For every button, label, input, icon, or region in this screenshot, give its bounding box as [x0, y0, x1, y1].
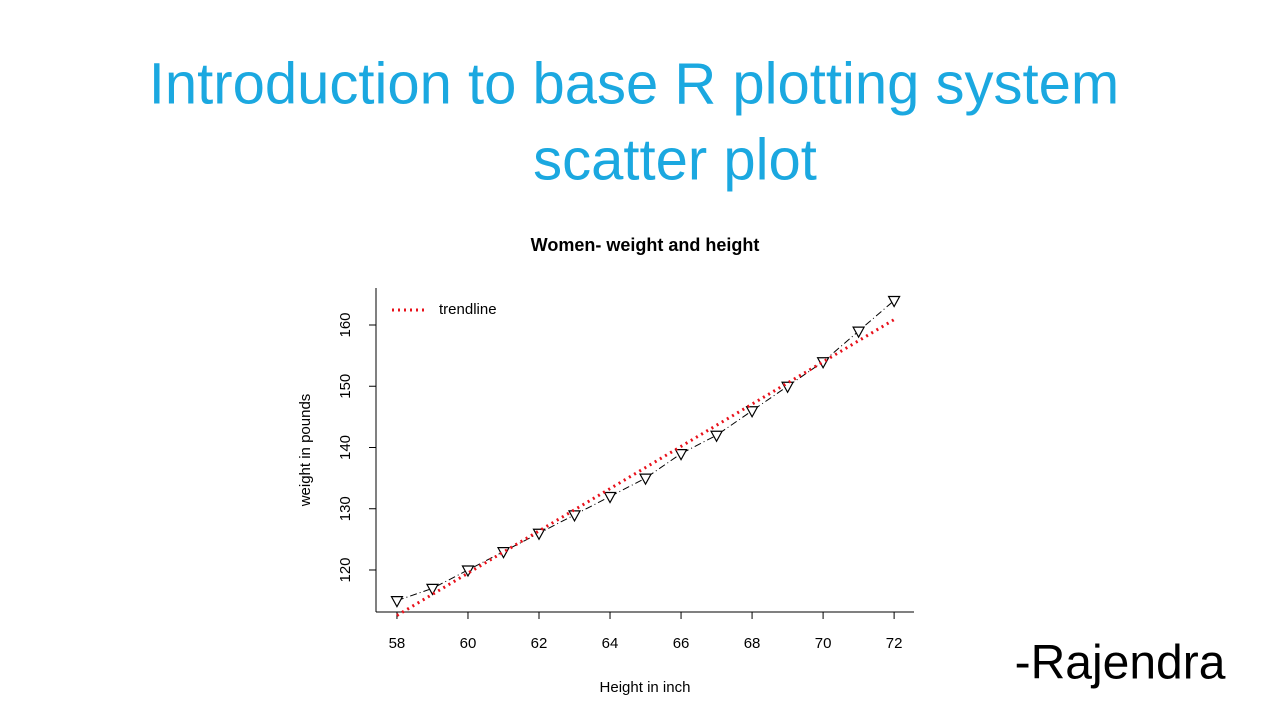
point	[461, 565, 475, 578]
point	[567, 510, 582, 523]
y-tick-label: 150	[337, 374, 354, 399]
trendline	[396, 318, 895, 617]
point	[603, 491, 617, 504]
point	[639, 473, 653, 486]
y-axis-label: weight in pounds	[297, 394, 314, 508]
y-tick-label: 130	[337, 496, 354, 521]
x-tick-label: 62	[531, 635, 548, 652]
y-tick-label: 120	[337, 557, 354, 582]
x-tick-label: 70	[815, 635, 832, 652]
x-axis-label: Height in inch	[600, 679, 691, 696]
chart-title: Women- weight and height	[531, 235, 760, 255]
slide-title: Introduction to base R plotting system	[149, 51, 1119, 116]
x-tick-label: 60	[460, 635, 477, 652]
y-tick-label: 160	[337, 312, 354, 337]
x-tick-label: 66	[673, 635, 690, 652]
x-tick-label: 58	[389, 635, 406, 652]
point	[390, 596, 404, 608]
author: -Rajendra	[1015, 637, 1226, 690]
point	[532, 528, 546, 541]
slide-title: scatter plot	[533, 127, 817, 192]
y-tick-label: 140	[337, 435, 354, 460]
point	[745, 406, 759, 418]
point	[710, 430, 724, 443]
point	[887, 295, 901, 308]
x-tick-label: 68	[744, 635, 761, 652]
x-tick-label: 72	[886, 635, 903, 652]
legend-label: trendline	[439, 301, 497, 318]
series-line	[396, 300, 895, 602]
point	[674, 449, 688, 461]
point	[425, 583, 439, 596]
point	[852, 326, 866, 339]
x-tick-label: 64	[602, 635, 619, 652]
